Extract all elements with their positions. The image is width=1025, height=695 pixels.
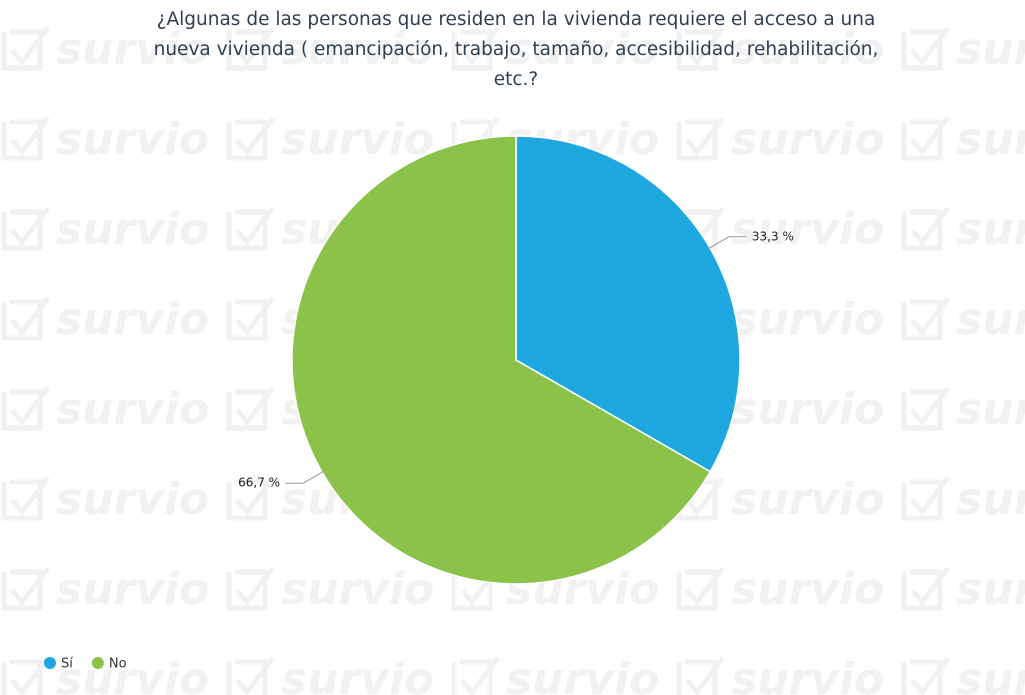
watermark-text: survio — [281, 564, 434, 615]
legend-swatch — [91, 657, 104, 669]
watermark-text: survio — [56, 384, 209, 435]
watermark-icon — [226, 656, 275, 695]
watermark-icon — [901, 656, 950, 695]
watermark-text: survio — [56, 204, 209, 255]
watermark-icon — [1, 386, 50, 431]
watermark-icon — [1, 296, 50, 341]
watermark-text: survio — [956, 474, 1025, 525]
watermark-icon — [676, 26, 725, 71]
watermark-icon — [226, 26, 275, 71]
watermark-icon — [901, 206, 950, 251]
watermark-text: survio — [281, 654, 434, 695]
watermark-icon — [451, 26, 500, 71]
watermark-text: survio — [506, 654, 659, 695]
watermark-text: survio — [281, 24, 434, 75]
watermark-text: survio — [956, 654, 1025, 695]
watermark-text: survio — [956, 384, 1025, 435]
watermark-icon — [1, 566, 50, 611]
watermark-icon — [451, 656, 500, 695]
watermark-icon — [676, 656, 725, 695]
watermark-text: survio — [731, 24, 884, 75]
watermark-text: survio — [731, 654, 884, 695]
watermark-icon — [1, 476, 50, 521]
watermark-text: survio — [731, 384, 884, 435]
watermark-text: survio — [731, 204, 884, 255]
watermark-text: survio — [956, 114, 1025, 165]
legend-swatch — [44, 657, 56, 669]
watermark-icon — [901, 566, 950, 611]
watermark-text: survio — [56, 294, 209, 345]
watermark-icon — [226, 566, 275, 611]
watermark-icon — [226, 386, 275, 431]
watermark-icon — [226, 116, 275, 161]
watermark-text: survio — [731, 294, 884, 345]
watermark-icon — [1, 656, 50, 695]
watermark-text: survio — [56, 474, 209, 525]
watermark-text: survio — [281, 114, 434, 165]
watermark-text: survio — [731, 474, 884, 525]
chart-title: etc.? — [494, 69, 539, 90]
chart-title: ¿Algunas de las personas que residen en … — [157, 9, 876, 30]
watermark-text: survio — [56, 564, 209, 615]
watermark-text: survio — [956, 204, 1025, 255]
legend-label: Sí — [61, 657, 73, 672]
chart-title: nueva vivienda ( emancipación, trabajo, … — [154, 39, 879, 60]
watermark-text: survio — [506, 24, 659, 75]
watermark-icon — [901, 116, 950, 161]
value-label: 33,3 % — [752, 229, 794, 243]
watermark-icon — [901, 386, 950, 431]
watermark-icon — [901, 26, 950, 71]
watermark-icon — [226, 476, 275, 521]
watermark-icon — [676, 566, 725, 611]
watermark-icon — [901, 476, 950, 521]
watermark-icon — [901, 296, 950, 341]
watermark-text: survio — [731, 114, 884, 165]
watermark-icon — [1, 206, 50, 251]
watermark-text: survio — [956, 294, 1025, 345]
watermark-text: survio — [731, 564, 884, 615]
watermark-icon — [676, 116, 725, 161]
watermark-icon — [226, 296, 275, 341]
legend-label: No — [109, 657, 127, 672]
watermark-text: survio — [56, 24, 209, 75]
watermark-text: survio — [956, 24, 1025, 75]
watermark-icon — [1, 116, 50, 161]
value-label: 66,7 % — [238, 476, 280, 490]
watermark-text: survio — [956, 564, 1025, 615]
watermark-icon — [1, 26, 50, 71]
leader-line — [707, 236, 747, 250]
leader-line — [285, 470, 325, 484]
watermark-text: survio — [56, 114, 209, 165]
watermark-text: survio — [56, 654, 209, 695]
watermark-icon — [226, 206, 275, 251]
